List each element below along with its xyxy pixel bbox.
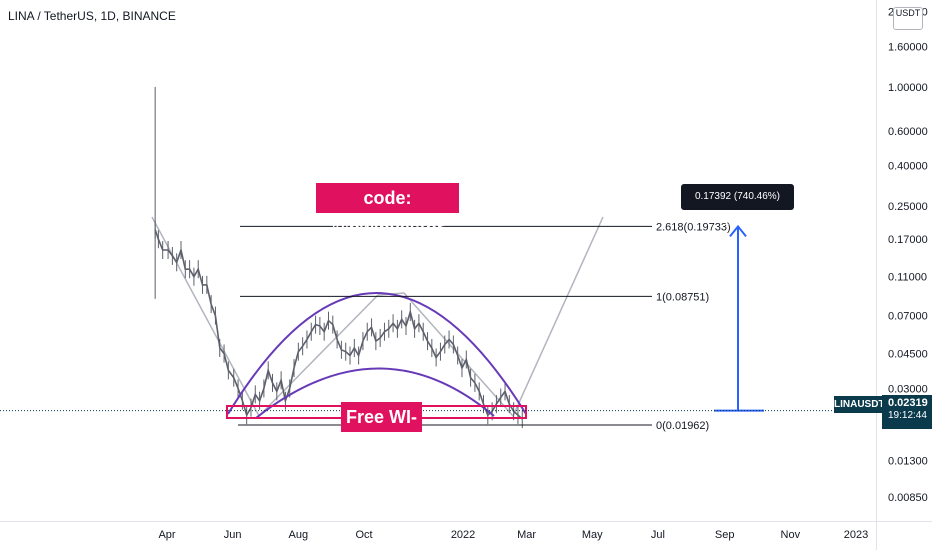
chart-title: LINA / TetherUS, 1D, BINANCE (8, 9, 176, 23)
x-tick-label: Aug (289, 529, 309, 541)
price-axis-divider (876, 0, 877, 550)
inner-arc (255, 367, 495, 419)
x-tick-label: Apr (158, 529, 175, 541)
y-tick-label: 0.00850 (888, 492, 928, 504)
wifi-banner: Free WI-FI (341, 402, 422, 457)
x-tick-label: Jul (651, 529, 665, 541)
x-tick-label: Sep (715, 529, 735, 541)
y-tick-label: 0.07000 (888, 311, 928, 323)
y-tick-label: 0.40000 (888, 161, 928, 173)
y-tick-label: 0.11000 (888, 272, 927, 284)
x-tick-label: 2023 (844, 529, 868, 541)
y-tick-label: 0.01300 (888, 455, 928, 467)
price-tag: 0.02319 19:12:44 (882, 395, 932, 429)
candle-series (154, 86, 523, 429)
x-tick-label: Nov (781, 529, 801, 541)
x-tick-label: Mar (517, 529, 536, 541)
fib-label: 1(0.08751) (656, 291, 709, 303)
ticker-tag: LINAUSDT (834, 396, 885, 413)
currency-label: USDT (895, 8, 921, 18)
y-tick-label: 0.04500 (888, 349, 928, 361)
price-line (154, 229, 523, 420)
outer-arc (227, 292, 527, 415)
x-axis-labels: Apr Jun Aug Oct 2022 Mar May Jul Sep Nov 2023 (158, 529, 868, 541)
fib-label: 0(0.01962) (656, 420, 709, 432)
y-tick-label: 1.00000 (888, 82, 928, 94)
bar-countdown: 19:12:44 (888, 410, 927, 421)
current-price: 0.02319 (888, 397, 928, 409)
measure-arrow (714, 224, 764, 412)
fib-label: 2.618(0.19733) (656, 221, 731, 233)
y-tick-label: 0.03000 (888, 383, 928, 395)
zigzag-pattern (151, 216, 604, 418)
x-tick-label: Jun (224, 529, 242, 541)
measure-arrowhead (729, 224, 747, 238)
code-banner: code: @bwinvestor (316, 183, 459, 238)
zigzag-line (151, 216, 604, 418)
x-tick-label: 2022 (451, 529, 475, 541)
measure-tooltip: 0.17392 (740.46%) 17392 (681, 184, 794, 228)
y-tick-label: 0.60000 (888, 126, 928, 138)
time-axis-divider (0, 521, 932, 522)
y-tick-label: 0.17000 (888, 234, 928, 246)
x-tick-label: Oct (355, 529, 372, 541)
y-axis-labels: 2.400001.600001.000000.600000.400000.250… (888, 7, 928, 504)
fib-levels: 2.618(0.19733) 1(0.08751) 0(0.01962) (238, 221, 731, 432)
currency-button[interactable]: USDT (893, 7, 923, 30)
y-tick-label: 1.60000 (888, 41, 928, 53)
x-tick-label: May (582, 529, 603, 541)
y-tick-label: 0.25000 (888, 201, 928, 213)
